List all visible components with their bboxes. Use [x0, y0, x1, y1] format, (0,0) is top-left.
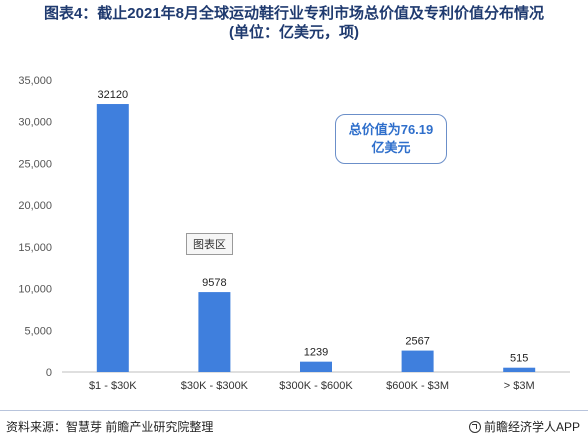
- chart-area-tooltip: 图表区: [186, 233, 233, 255]
- brand-name: 前瞻经济学人APP: [483, 420, 580, 434]
- x-tick-label: > $3M: [504, 380, 535, 392]
- y-tick-label: 25,000: [18, 158, 52, 170]
- y-tick-label: 20,000: [18, 200, 52, 212]
- bar-1: [96, 104, 129, 372]
- footer-divider: [0, 410, 588, 411]
- y-tick-label: 0: [46, 367, 52, 379]
- data-label: 515: [510, 353, 528, 365]
- x-tick-label: $600K - $3M: [386, 380, 449, 392]
- bar-4: [401, 350, 434, 372]
- brand-footer: 前瞻经济学人APP: [468, 418, 580, 435]
- bar-3: [300, 361, 332, 372]
- data-label: 1239: [304, 347, 328, 359]
- chart-title-line2: (单位：亿美元，项): [229, 24, 359, 41]
- y-tick-label: 5,000: [24, 325, 52, 337]
- callout-line2: 亿美元: [371, 140, 411, 155]
- bar-2: [198, 292, 231, 372]
- brand-logo-icon: [468, 420, 481, 433]
- callout-line1: 总价值为76.19: [348, 122, 434, 137]
- data-label: 2567: [405, 336, 429, 348]
- bar-chart: 0 5,000 10,000 15,000 20,000 25,000 30,000 35,0…: [18, 75, 570, 392]
- total-value-callout: 总价值为76.19 亿美元: [335, 114, 447, 164]
- x-tick-label: $30K - $300K: [181, 380, 249, 392]
- y-tick-label: 15,000: [18, 242, 52, 254]
- y-tick-label: 10,000: [18, 284, 52, 296]
- x-tick-label: $300K - $600K: [279, 380, 353, 392]
- source-note: 资料来源：智慧芽 前瞻产业研究院整理: [6, 420, 214, 434]
- x-tick-label: $1 - $30K: [89, 380, 137, 392]
- y-tick-label: 30,000: [18, 117, 52, 129]
- bar-5: [503, 367, 536, 372]
- data-label: 32120: [98, 89, 129, 101]
- data-label: 9578: [202, 277, 226, 289]
- chart-title: 图表4：截止2021年8月全球运动鞋行业专利市场总价值及专利价值分布情况 (单位…: [0, 4, 588, 42]
- y-tick-label: 35,000: [18, 75, 52, 87]
- chart-title-line1: 图表4：截止2021年8月全球运动鞋行业专利市场总价值及专利价值分布情况: [43, 5, 545, 22]
